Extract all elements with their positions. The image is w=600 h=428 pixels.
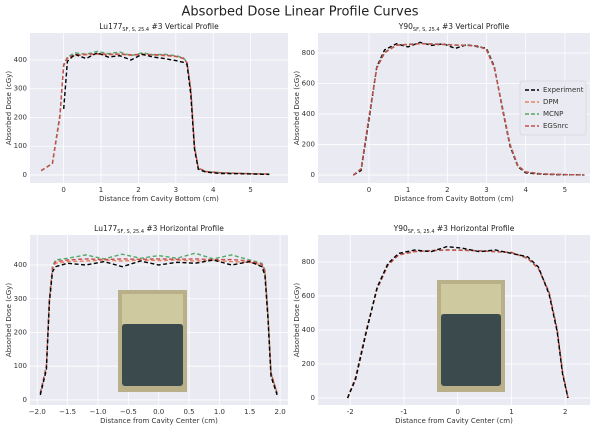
legend-label: DPM <box>543 98 559 106</box>
x-tick-label: 1 <box>509 408 513 416</box>
x-tick-label: −2.0 <box>29 408 46 416</box>
subplot-title: Y90SF, S, 25.4 #3 Horizontal Profile <box>393 224 515 235</box>
title-subscript: SF, S, 25.4 <box>413 27 440 33</box>
y-tick-label: 100 <box>14 362 27 370</box>
y-tick-label: 200 <box>14 113 27 121</box>
y-axis-label: Absorbed Dose (cGy) <box>5 71 13 145</box>
x-tick-label: 1 <box>406 186 410 194</box>
x-tick-label: −1.0 <box>89 408 106 416</box>
title-subscript: SF, S, 25.4 <box>408 229 435 235</box>
y-tick-label: 300 <box>14 85 27 93</box>
series-line <box>39 259 278 396</box>
x-tick-label: -1 <box>401 408 408 416</box>
y-tick-label: 400 <box>302 326 315 334</box>
x-tick-label: 2 <box>136 186 140 194</box>
x-tick-label: 3 <box>484 186 488 194</box>
legend-box <box>519 80 587 136</box>
x-tick-label: 2 <box>445 186 449 194</box>
title-suffix: #3 Vertical Profile <box>149 22 219 31</box>
legend-label: Experiment <box>543 86 584 94</box>
x-tick-label: 0.0 <box>153 408 164 416</box>
y-tick-label: 100 <box>14 142 27 150</box>
y-tick-label: 800 <box>302 49 315 57</box>
x-tick-label: 0 <box>61 186 65 194</box>
title-subscript: SF, S, 25.4 <box>122 27 149 33</box>
title-subscript: SF, S, 25.4 <box>117 229 144 235</box>
x-axis-label: Distance from Cavity Bottom (cm) <box>99 195 219 203</box>
y-tick-label: 0 <box>23 171 27 179</box>
y-tick-label: 200 <box>302 360 315 368</box>
legend-label: EGSnrc <box>543 122 568 130</box>
y-tick-label: 400 <box>14 56 27 64</box>
y-axis-label: Absorbed Dose (cGy) <box>293 71 301 145</box>
y-tick-label: 0 <box>23 396 27 404</box>
x-tick-label: 5 <box>563 186 567 194</box>
figure-title: Absorbed Dose Linear Profile Curves <box>182 5 419 20</box>
x-tick-label: 5 <box>248 186 252 194</box>
y-tick-label: 400 <box>14 261 27 269</box>
title-main: Lu177 <box>94 224 117 233</box>
x-tick-label: 1 <box>99 186 103 194</box>
title-suffix: #3 Horizontal Profile <box>435 224 515 233</box>
series-line <box>39 258 278 394</box>
series-line <box>352 42 585 176</box>
y-tick-label: 200 <box>302 141 315 149</box>
x-tick-label: 0 <box>456 408 460 416</box>
series-line <box>346 245 569 399</box>
plot-area <box>30 33 288 183</box>
photo-top <box>441 284 501 314</box>
series-line <box>63 52 270 176</box>
y-tick-label: 600 <box>302 80 315 88</box>
series-line <box>40 52 270 175</box>
x-tick-label: 2.0 <box>275 408 286 416</box>
y-tick-label: 600 <box>302 292 315 300</box>
y-axis-label: Absorbed Dose (cGy) <box>5 283 13 357</box>
y-tick-label: 0 <box>311 394 315 402</box>
x-axis-label: Distance from Cavity Bottom (cm) <box>394 195 514 203</box>
title-main: Lu177 <box>99 22 122 31</box>
x-axis-label: Distance from Cavity Center (cm) <box>395 417 513 425</box>
x-tick-label: −1.5 <box>59 408 76 416</box>
subplot-title: Y90SF, S, 25.4 #3 Vertical Profile <box>398 22 510 33</box>
title-main: Y90 <box>393 224 408 233</box>
y-tick-label: 300 <box>14 295 27 303</box>
y-axis-label: Absorbed Dose (cGy) <box>293 283 301 357</box>
y-tick-label: 0 <box>311 171 315 179</box>
subplot-title: Lu177SF, S, 25.4 #3 Vertical Profile <box>99 22 219 33</box>
x-tick-label: 3 <box>174 186 178 194</box>
title-suffix: #3 Vertical Profile <box>440 22 510 31</box>
x-axis-label: Distance from Cavity Center (cm) <box>100 417 218 425</box>
x-tick-label: -2 <box>347 408 354 416</box>
photo-block <box>441 314 501 386</box>
y-tick-label: 800 <box>302 258 315 266</box>
x-tick-label: 1.5 <box>244 408 255 416</box>
photo-block <box>122 324 183 386</box>
title-main: Y90 <box>398 22 413 31</box>
x-tick-label: 4 <box>523 186 528 194</box>
y-tick-label: 400 <box>302 110 315 118</box>
x-tick-label: 0.5 <box>183 408 194 416</box>
photo-top <box>122 294 183 324</box>
x-tick-label: 2 <box>563 408 567 416</box>
x-tick-label: 1.0 <box>214 408 225 416</box>
title-suffix: #3 Horizontal Profile <box>144 224 224 233</box>
x-tick-label: 4 <box>211 186 216 194</box>
x-tick-label: 0 <box>367 186 371 194</box>
x-tick-label: −0.5 <box>120 408 137 416</box>
y-tick-label: 200 <box>14 328 27 336</box>
legend-label: MCNP <box>543 110 563 118</box>
subplot-title: Lu177SF, S, 25.4 #3 Horizontal Profile <box>94 224 224 235</box>
series-line <box>39 252 278 394</box>
series-line <box>39 259 278 394</box>
